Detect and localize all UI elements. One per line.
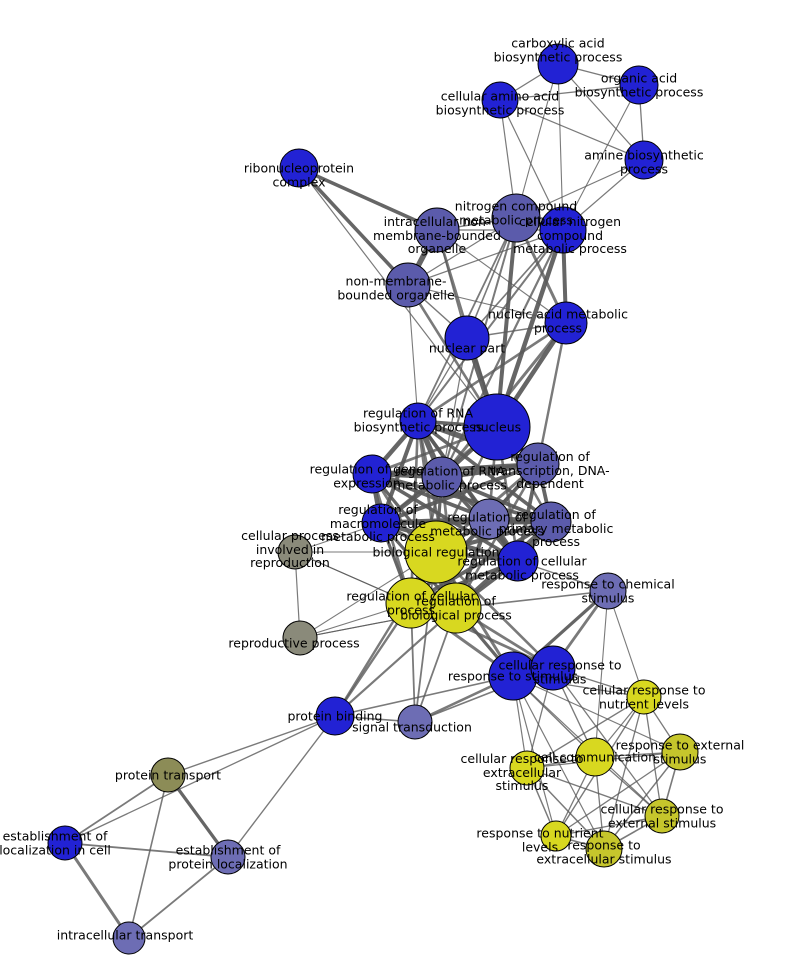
network-node[interactable] [544, 301, 588, 345]
network-node[interactable] [540, 820, 572, 852]
network-node[interactable] [575, 737, 615, 777]
network-edge [515, 63, 559, 219]
network-node[interactable] [491, 193, 541, 243]
network-node[interactable] [361, 503, 401, 543]
network-node[interactable] [47, 825, 83, 861]
network-node[interactable] [279, 148, 319, 188]
network-edge [128, 856, 229, 939]
network-node[interactable] [444, 315, 490, 361]
network-edge [562, 84, 640, 231]
network-node[interactable] [661, 733, 699, 771]
network-node[interactable] [404, 520, 468, 584]
network-node[interactable] [539, 206, 587, 254]
network-edge [643, 696, 663, 817]
network-edge [64, 715, 336, 844]
network-node[interactable] [589, 572, 627, 610]
network-node[interactable] [277, 534, 313, 570]
network-node[interactable] [282, 620, 318, 656]
network-edge [594, 590, 609, 758]
network-node[interactable] [537, 43, 579, 85]
network-node[interactable] [516, 442, 560, 486]
network-edge [128, 774, 169, 939]
network-node[interactable] [509, 750, 545, 786]
network-edge [495, 216, 518, 429]
network-node[interactable] [619, 65, 659, 105]
network-edge [526, 767, 663, 817]
network-edge [436, 229, 567, 324]
network-edge [499, 99, 564, 231]
network-edge [555, 751, 681, 837]
network-node[interactable] [112, 921, 146, 955]
network-node[interactable] [463, 393, 531, 461]
network-node[interactable] [399, 402, 437, 440]
network-node[interactable] [530, 645, 576, 691]
network-edge [167, 715, 336, 776]
network-edge [407, 229, 564, 286]
network-node[interactable] [385, 262, 431, 308]
network-node[interactable] [626, 679, 662, 715]
network-edge [557, 63, 645, 161]
network-edge [370, 472, 553, 524]
network-edge [64, 774, 169, 844]
network-edge [603, 751, 681, 850]
network-edge [333, 606, 458, 718]
nodes-layer [47, 43, 699, 955]
network-node[interactable] [315, 696, 355, 736]
network-edge [297, 166, 439, 232]
edges-layer [63, 63, 681, 940]
network-edge [409, 520, 553, 605]
network-node[interactable] [468, 498, 510, 540]
network-node[interactable] [624, 140, 664, 180]
network-node[interactable] [352, 454, 392, 494]
network-node[interactable] [497, 540, 539, 582]
network-node[interactable] [210, 839, 246, 875]
network-edge [512, 675, 681, 753]
network-edge [417, 229, 564, 422]
network-edge [370, 472, 520, 563]
network-edge [334, 675, 514, 717]
network-edge [603, 696, 645, 850]
network-edge [227, 715, 336, 858]
network-edge [555, 815, 663, 837]
network-edge [407, 284, 419, 422]
network-edge [466, 229, 564, 339]
network-edge [536, 321, 568, 466]
network-edge [526, 696, 645, 769]
network-edge [297, 166, 410, 287]
network-edge [379, 462, 540, 525]
network-edge [557, 63, 564, 231]
network-edge [499, 84, 640, 101]
network-node[interactable] [481, 81, 519, 119]
network-node[interactable] [150, 757, 186, 793]
network-node[interactable] [585, 830, 623, 868]
network-edge [607, 590, 645, 698]
network-node[interactable] [421, 456, 463, 498]
network-edge [526, 767, 605, 850]
network-edge [499, 99, 645, 161]
network-edge [416, 321, 568, 423]
network-edge [370, 472, 491, 521]
network-node[interactable] [430, 582, 482, 634]
network-edge [63, 841, 131, 940]
network-node[interactable] [488, 651, 538, 701]
network-node[interactable] [414, 207, 460, 253]
network-edge [407, 284, 567, 324]
network-node[interactable] [530, 501, 572, 543]
network-edge [441, 337, 468, 478]
network-node[interactable] [385, 577, 437, 629]
network-edge [64, 842, 229, 858]
network-node[interactable] [397, 704, 433, 740]
network-node[interactable] [644, 798, 680, 834]
